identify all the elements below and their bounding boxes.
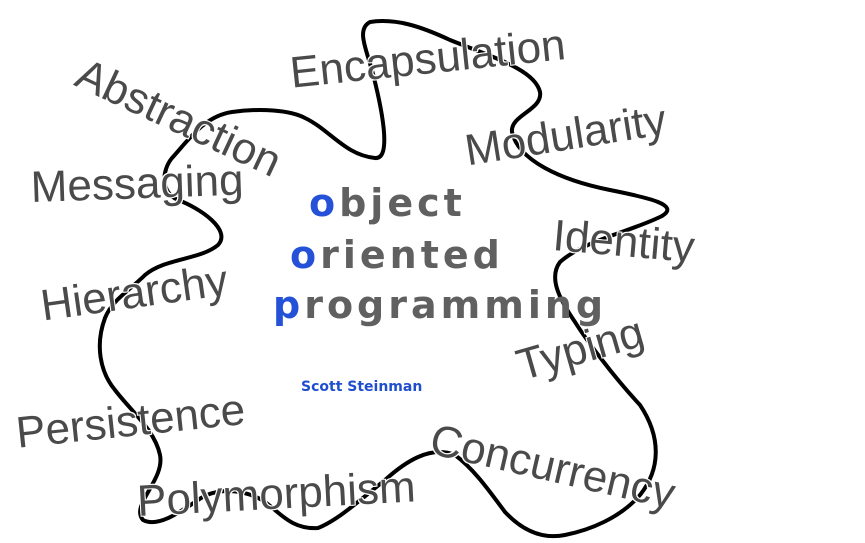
title-line-oriented: oriented — [290, 236, 504, 274]
title-rest: riented — [320, 233, 504, 277]
title-rest: rogramming — [304, 283, 608, 327]
title-initial: p — [273, 283, 305, 327]
author-name: Scott Steinman — [301, 379, 423, 395]
title-initial: o — [290, 233, 321, 277]
concept-messaging: Messaging — [29, 155, 245, 212]
title-line-object: object — [309, 184, 466, 222]
title-initial: o — [309, 181, 340, 225]
title-rest: bject — [339, 181, 466, 225]
amoeba-outline-path — [97, 18, 670, 539]
concept-identity: Identity — [550, 211, 697, 273]
title-line-programming: programming — [273, 286, 607, 324]
